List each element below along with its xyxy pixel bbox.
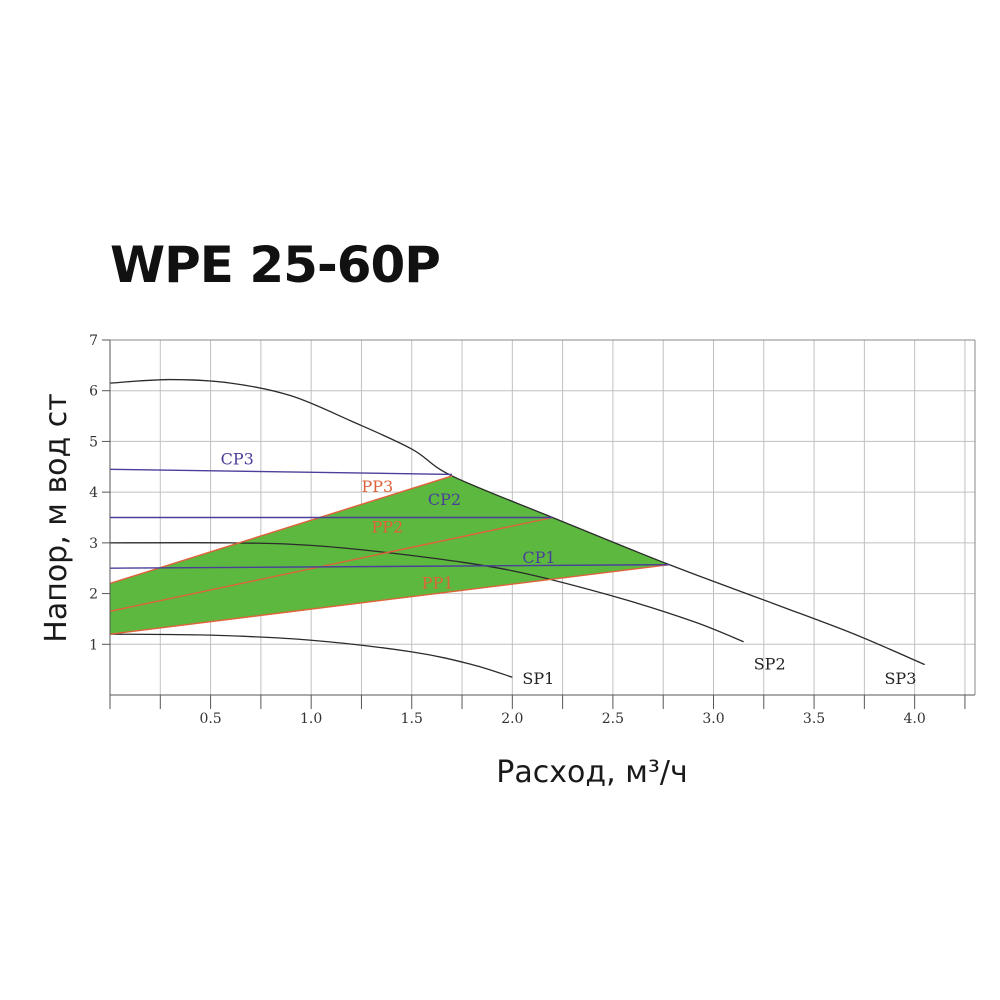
x-tick-label: 2.5	[602, 711, 624, 727]
y-tick-label: 5	[89, 434, 98, 450]
x-tick-label: 3.0	[702, 711, 724, 727]
curve-label-pp1: PP1	[422, 574, 454, 593]
series-line-sp1	[109, 633, 513, 678]
curve-labels: SP1 SP2 SP3 PP3 PP2 PP1 CP3 CP2 CP1	[221, 449, 917, 688]
operating-region-fill	[110, 475, 670, 635]
y-tick-label: 7	[89, 333, 98, 349]
curve-label-cp1: CP1	[522, 548, 555, 567]
curve-label-sp2: SP2	[754, 655, 786, 674]
plot-frame	[102, 339, 976, 709]
x-tick-label: 1.5	[401, 711, 423, 727]
operating-region	[110, 475, 670, 635]
curve-label-pp2: PP2	[372, 518, 404, 537]
x-tick-label: 4.0	[904, 711, 926, 727]
x-tick-label: 3.5	[803, 711, 825, 727]
series-line-cp1	[109, 563, 670, 569]
curve-label-sp1: SP1	[522, 669, 554, 688]
series-line-cp3	[109, 468, 452, 476]
y-tick-label: 4	[89, 485, 98, 501]
x-tick-labels: 0.5 1.0 1.5 2.0 2.5 3.0 3.5 4.0	[199, 711, 925, 727]
y-tick-label: 1	[89, 637, 98, 653]
series-line-pp3	[109, 475, 453, 585]
series-line-pp2	[109, 516, 553, 613]
y-tick-label: 2	[89, 587, 98, 603]
y-tick-labels: 1 2 3 4 5 6 7	[89, 333, 98, 653]
x-tick-label: 2.0	[501, 711, 523, 727]
x-tick-label: 0.5	[199, 711, 221, 727]
y-tick-label: 3	[89, 536, 98, 552]
series-line-sp2	[109, 542, 744, 643]
y-tick-label: 6	[89, 384, 98, 400]
y-axis-label: Напор, м вод ст	[39, 393, 74, 642]
curve-label-cp3: CP3	[221, 449, 254, 468]
curve-label-cp2: CP2	[428, 490, 461, 509]
curve-label-pp3: PP3	[361, 477, 393, 496]
chart-title: WPE 25-60P	[110, 236, 441, 294]
x-tick-label: 1.0	[300, 711, 322, 727]
x-axis-label: Расход, м³/ч	[496, 755, 687, 790]
series-line-pp1	[109, 563, 670, 635]
series-line-sp3	[109, 378, 925, 666]
series-lines	[109, 378, 925, 678]
curve-label-sp3: SP3	[884, 669, 916, 688]
